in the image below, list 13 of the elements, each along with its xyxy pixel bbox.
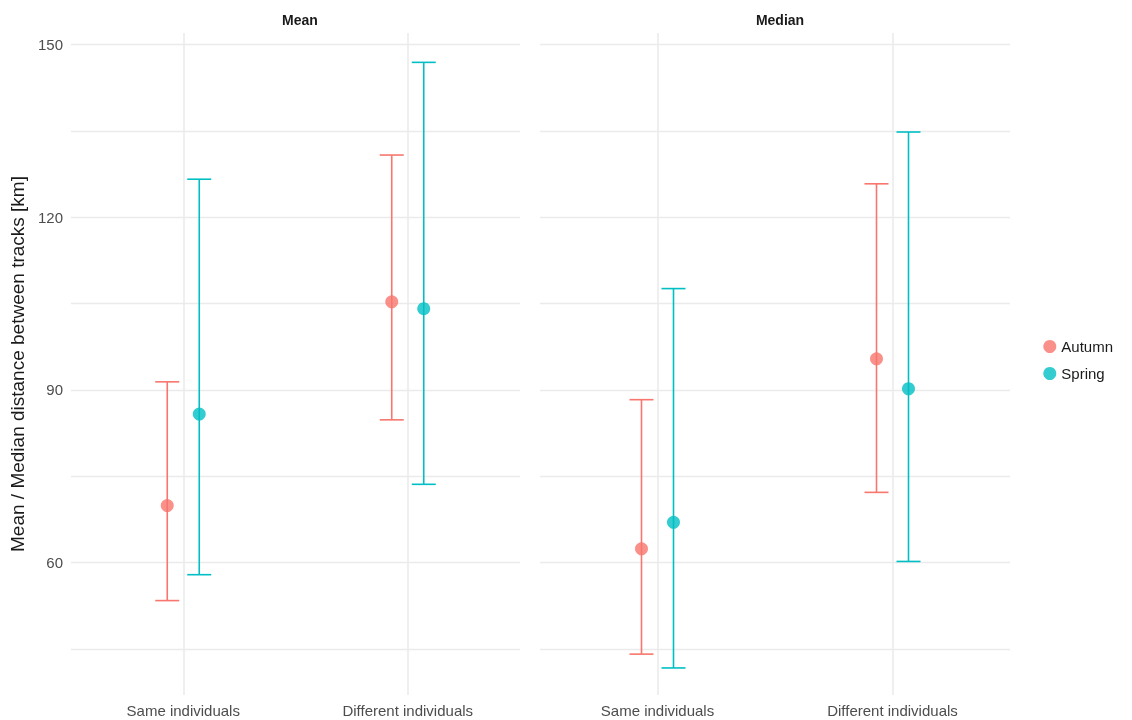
chart-title: Mean [282, 12, 318, 28]
chart-title: Median [755, 12, 805, 28]
y-tick-label: 150 [37, 36, 63, 54]
x-tick-label: Different individuals [827, 702, 958, 719]
y-tick-label: 120 [37, 208, 63, 226]
legend-label: Spring [1061, 365, 1105, 382]
y-tick-label: 90 [46, 381, 63, 399]
x-tick-label: Same individuals [600, 702, 715, 719]
x-tick-label: Same individuals [126, 702, 240, 719]
legend-label: Autumn [1061, 338, 1114, 355]
x-tick-label: Different individuals [342, 702, 474, 719]
y-axis-title: Mean / Median distance between tracks [km] [7, 176, 28, 552]
y-tick-label: 60 [46, 554, 63, 572]
